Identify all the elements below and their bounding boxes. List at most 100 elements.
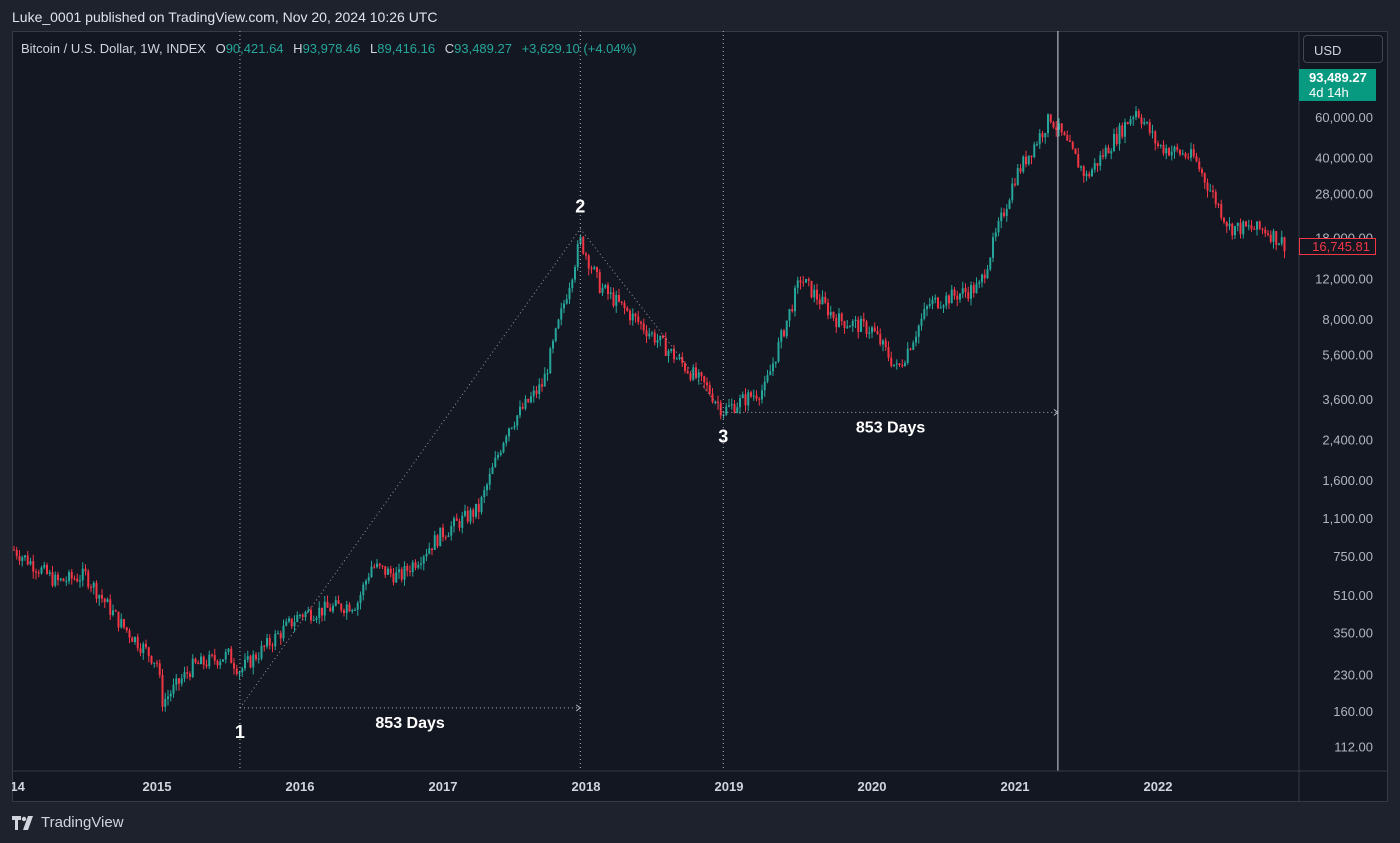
candle-body [378,563,381,566]
candle-body [348,604,351,612]
candle-body [1261,228,1264,230]
candle-body [934,297,937,300]
candle-body [260,645,263,659]
candle-body [895,363,898,365]
candle-body [796,280,799,288]
candle-body [48,572,51,574]
candle-body [433,535,436,550]
pivot-connector [239,228,581,709]
candle-body [178,678,180,684]
candle-body [233,663,235,669]
candle-body [959,293,961,300]
y-tick-label: 12,000.00 [1315,271,1373,286]
candle-body [354,609,356,611]
tradingview-logo-icon [12,815,33,830]
candle-body [747,392,750,406]
candle-body [123,619,125,628]
candle-body [653,332,656,343]
candle-body [183,672,186,679]
candle-body [939,307,942,309]
candle-body [700,372,703,377]
candle-body [57,574,59,581]
candle-body [208,654,211,667]
candle-body [307,610,310,613]
footer-brand[interactable]: TradingView [12,814,124,831]
candle-body [634,313,637,317]
candle-body [546,373,549,375]
candle-body [1085,173,1088,177]
candle-body [24,555,26,558]
candle-body [1091,169,1093,177]
candle-body [554,328,557,341]
candle-body [202,656,205,665]
x-tick-label: 2018 [572,779,601,794]
candle-body [293,621,296,627]
candle-body [18,555,21,561]
candle-body [1044,133,1047,138]
candle-body [917,325,920,337]
candle-body [1157,143,1159,146]
candle-body [1184,153,1187,157]
candle-body [1165,148,1168,154]
ohlc-legend: Bitcoin / U.S. Dollar, 1W, INDEX O90,421… [21,41,643,56]
candle-body [167,696,169,700]
candle-body [1168,148,1170,156]
candle-body [626,308,629,311]
annotations-layer: 1 2 3 853 Days 853 Days [235,31,1059,771]
candle-body [695,367,697,378]
candle-body [1008,200,1011,209]
candle-body [967,291,970,299]
candle-body [530,396,532,403]
candle-body [461,515,464,528]
candle-body [1047,114,1049,134]
candle-body [708,385,711,394]
candle-body [791,309,794,312]
candle-body [499,452,502,455]
candle-body [398,569,400,573]
candle-body [703,376,706,383]
candle-body [1209,190,1212,192]
candle-body [780,330,783,342]
candle-body [568,288,571,300]
candle-body [1247,225,1250,227]
candle-body [1066,135,1069,141]
candle-body [508,428,510,437]
candle-body [103,598,106,603]
currency-button[interactable]: USD [1303,35,1383,63]
candle-body [981,274,983,283]
last-price-badge: 93,489.27 4d 14h [1299,69,1376,101]
candle-body [761,390,763,400]
candle-body [994,232,997,238]
candle-body [667,350,670,356]
candle-body [373,566,376,568]
candle-body [246,656,249,660]
candle-body [381,565,384,567]
candle-body [1217,204,1220,206]
candle-body [686,370,689,374]
chart-frame[interactable] [12,31,1388,802]
candle-body [648,333,651,337]
candle-body [431,548,433,550]
candle-body [560,308,563,320]
candle-body [986,269,989,279]
x-tick-label: 014 [12,779,26,794]
candle-body [153,662,156,664]
candle-body [1080,166,1082,168]
candle-body [989,257,992,270]
candle-body [172,684,175,694]
price-chart[interactable]: 1 2 3 853 Days 853 Days 112.00 160.00 230.00 35… [12,31,1388,802]
candle-body [211,654,213,656]
candle-body [527,398,530,403]
x-tick-label: 2015 [143,779,172,794]
candle-body [224,651,227,660]
candle-body [783,330,785,337]
candle-body [466,510,469,522]
candle-body [453,518,455,527]
candle-body [838,313,840,328]
candle-body [1016,168,1019,185]
candle-body [598,272,601,293]
candle-body [623,302,626,309]
pivot-connector [579,228,724,413]
candle-body [326,601,329,608]
candle-body [590,268,593,270]
